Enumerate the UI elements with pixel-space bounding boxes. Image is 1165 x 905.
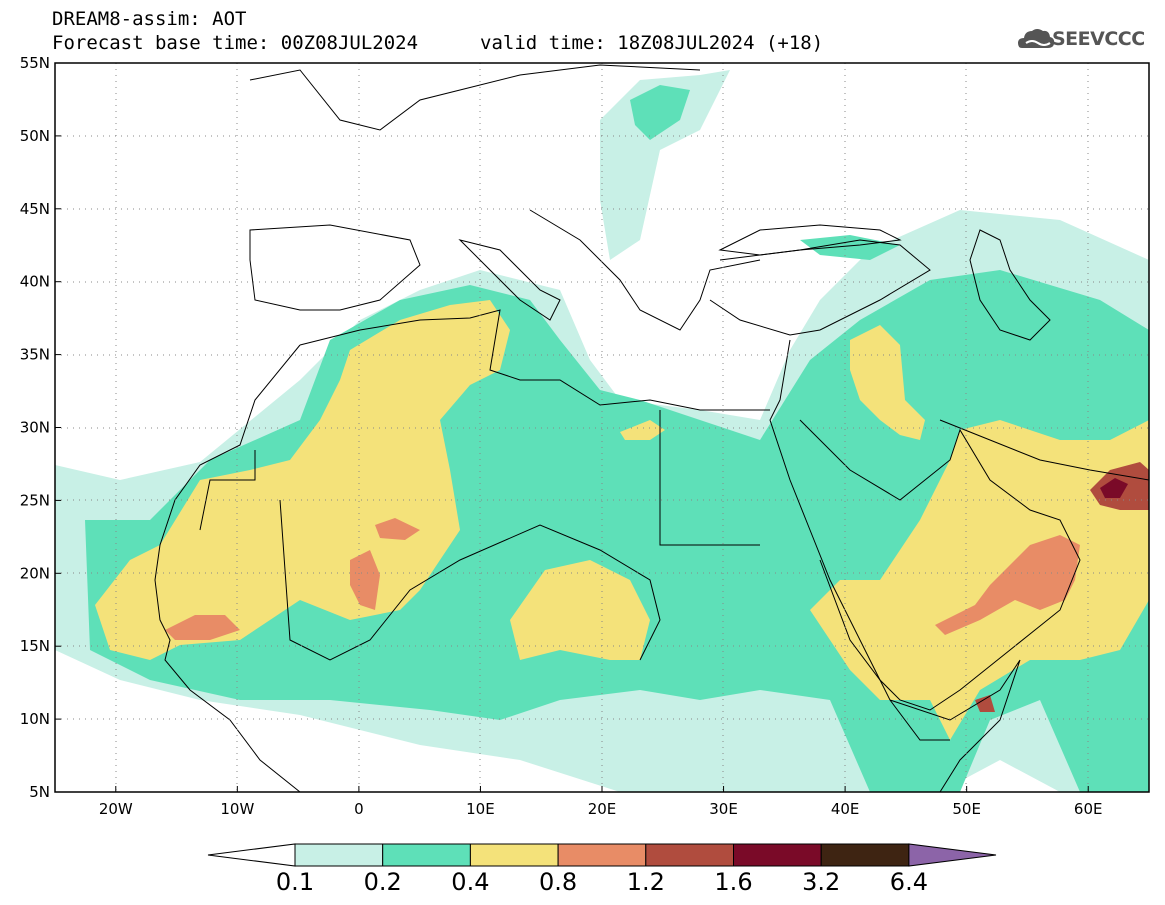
lat-tick-label: 55N	[20, 54, 50, 72]
colorbar-segment	[294, 843, 384, 867]
aot-contour-0.2	[800, 235, 900, 260]
lon-tick-label: 40E	[831, 800, 860, 818]
colorbar-label: 0.1	[275, 868, 315, 896]
colorbar-under-triangle	[207, 843, 296, 867]
aot-contour-0.4	[620, 420, 665, 440]
colorbar-label: 1.6	[714, 868, 753, 896]
colorbar-label: 3.2	[802, 868, 841, 896]
coastline-west-africa	[154, 344, 301, 792]
aot-contour-0.8	[165, 615, 240, 640]
lat-tick-label: 40N	[20, 273, 50, 291]
coastline-iran-pakistan	[939, 419, 1149, 481]
lon-tick-label: 30E	[709, 800, 738, 818]
aot-contour-1.2	[975, 695, 995, 712]
aot-contour-0.4	[810, 420, 1149, 740]
lat-tick-label: 10N	[20, 710, 50, 728]
graticule	[55, 63, 1149, 792]
lon-tick-label: 20W	[99, 800, 133, 818]
colorbar-segment	[645, 843, 734, 867]
axis-ticks: 20W 10W 0 10E 20E 30E 40E 50E 60E 5N 10N 15N 20N 25N 3…	[20, 54, 1103, 818]
colorbar-segment	[820, 843, 910, 867]
coastline-italy	[458, 239, 561, 321]
lat-tick-label: 15N	[20, 637, 50, 655]
lat-tick-label: 45N	[20, 200, 50, 218]
colorbar-label: 0.2	[363, 868, 402, 896]
colorbar-segment	[733, 843, 822, 867]
aot-contour-1.6	[1100, 478, 1128, 498]
forecast-base-time: Forecast base time: 00Z08JUL2024	[52, 32, 419, 54]
coastline-caspian	[969, 229, 1051, 341]
colorbar-label: 0.8	[539, 868, 578, 896]
border-egypt-libya	[659, 410, 760, 546]
lat-tick-label: 20N	[20, 564, 50, 582]
coastline-arabia-east	[799, 419, 1081, 711]
colorbar-label: 1.2	[626, 868, 665, 896]
colorbar-segment	[469, 843, 559, 867]
coastline-iberia	[249, 224, 421, 311]
border-mauritania	[199, 450, 256, 531]
valid-time: valid time: 18Z08JUL2024 (+18)	[480, 32, 824, 54]
aot-contour-0.2	[630, 85, 690, 140]
seevccc-logo-text: SEEVCCC	[1052, 28, 1145, 50]
coastline-north-africa	[299, 309, 770, 411]
cloud-logo-icon	[1018, 29, 1055, 48]
aot-contour-0.8	[935, 535, 1080, 635]
aot-contour-0.4	[850, 325, 925, 440]
coastline-horn-africa	[889, 659, 1021, 792]
colorbar-segment	[557, 843, 647, 867]
lon-tick-label: 60E	[1074, 800, 1103, 818]
colorbar-label: 6.4	[889, 868, 928, 896]
colorbar	[207, 843, 997, 867]
lon-tick-label: 10E	[466, 800, 495, 818]
coastline-black-sea	[718, 224, 902, 256]
coastline-turkey	[709, 239, 931, 336]
aot-contour-0.8	[350, 550, 380, 610]
coastlines	[154, 64, 1149, 792]
lat-tick-label: 25N	[20, 491, 50, 509]
lon-tick-label: 10W	[220, 800, 254, 818]
aot-contour-0.4	[95, 300, 510, 660]
lon-tick-label: 20E	[588, 800, 617, 818]
aot-contour-0.1	[600, 70, 730, 260]
aot-contour-0.4	[510, 560, 650, 660]
aot-contour-0.8	[375, 518, 420, 540]
colorbar-label: 0.4	[451, 868, 490, 896]
lat-tick-label: 5N	[29, 783, 50, 801]
coastline-levant-red-sea	[769, 339, 950, 741]
map-title: DREAM8-assim: AOT	[52, 8, 247, 30]
lat-tick-label: 50N	[20, 127, 50, 145]
coastline-europe-north	[249, 64, 701, 131]
border-sahel	[279, 499, 661, 661]
coastline-balkans-greece	[529, 209, 761, 331]
lon-tick-label: 50E	[952, 800, 981, 818]
colorbar-over-triangle	[908, 843, 997, 867]
lat-tick-label: 30N	[20, 419, 50, 437]
colorbar-segment	[382, 843, 471, 867]
lat-tick-label: 35N	[20, 346, 50, 364]
lon-tick-label: 0	[354, 800, 364, 818]
